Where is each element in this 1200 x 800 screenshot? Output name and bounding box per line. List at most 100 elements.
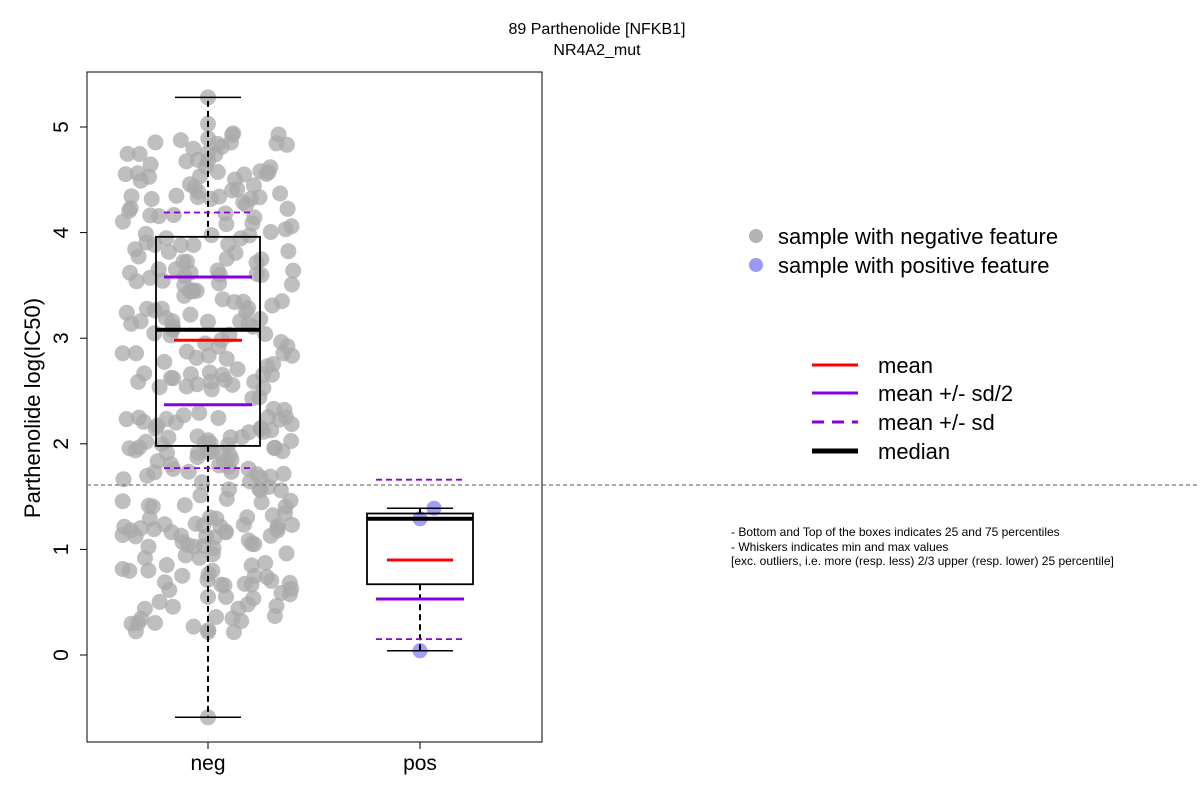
- footnote: - Whiskers indicates min and max values: [731, 540, 948, 554]
- data-point: [216, 577, 233, 594]
- data-point: [123, 615, 140, 632]
- data-point: [200, 347, 217, 364]
- data-point: [182, 366, 199, 383]
- data-point: [210, 410, 227, 426]
- data-point: [275, 345, 292, 362]
- notes: - Bottom and Top of the boxes indicates …: [731, 525, 1114, 568]
- data-point: [216, 371, 233, 388]
- data-point: [131, 146, 148, 162]
- data-point: [277, 498, 294, 515]
- data-point: [192, 487, 209, 504]
- data-point: [257, 555, 274, 571]
- data-point: [149, 453, 166, 470]
- legend-point-marker: [749, 258, 763, 272]
- data-point: [218, 250, 235, 267]
- legend-point-marker: [749, 229, 763, 243]
- data-point: [160, 243, 177, 260]
- iqr-box: [366, 512, 474, 586]
- data-point: [236, 575, 253, 592]
- legend-point-label: sample with negative feature: [778, 224, 1058, 249]
- data-point: [115, 471, 132, 488]
- data-point: [242, 190, 259, 207]
- data-point: [121, 202, 138, 219]
- pos-points: [412, 500, 442, 659]
- x-tick-label: pos: [403, 752, 437, 775]
- data-point: [132, 313, 149, 330]
- data-point: [176, 497, 193, 514]
- data-point: [130, 248, 147, 265]
- data-point: [211, 275, 228, 292]
- data-point: [121, 562, 138, 579]
- data-point: [123, 188, 140, 205]
- data-point: [245, 177, 262, 194]
- data-point: [199, 313, 216, 330]
- data-point: [118, 411, 135, 428]
- data-point: [191, 404, 208, 421]
- data-point: [146, 302, 163, 319]
- data-point: [142, 269, 159, 286]
- data-point: [214, 291, 231, 308]
- data-point: [211, 188, 228, 205]
- data-point: [142, 156, 159, 173]
- data-point: [282, 586, 298, 603]
- footnote: - Bottom and Top of the boxes indicates …: [731, 525, 1060, 539]
- data-point: [164, 598, 181, 615]
- data-point: [281, 574, 298, 591]
- footnote: [exc. outliers, i.e. more (resp. less) 2…: [731, 554, 1114, 568]
- legend-line-label: mean: [878, 353, 933, 378]
- data-point: [163, 369, 179, 386]
- legend-line-label: median: [878, 439, 950, 464]
- data-point: [260, 164, 277, 181]
- y-axis-title: Parthenolide log(IC50): [20, 298, 45, 518]
- data-point: [187, 515, 204, 532]
- data-point: [245, 590, 262, 607]
- data-point: [246, 209, 263, 226]
- data-point: [143, 191, 160, 207]
- data-point: [194, 474, 210, 491]
- data-point: [182, 306, 199, 323]
- y-tick-label: 3: [50, 332, 73, 344]
- data-point: [209, 163, 226, 180]
- data-point: [248, 254, 265, 271]
- data-point: [117, 166, 134, 183]
- data-point: [135, 413, 152, 430]
- data-point: [132, 520, 149, 537]
- legend-line-label: mean +/- sd: [878, 410, 995, 435]
- data-point: [264, 507, 281, 524]
- data-point: [220, 236, 237, 253]
- data-point: [262, 224, 279, 240]
- data-point: [185, 618, 202, 635]
- data-point: [283, 276, 300, 293]
- data-point: [269, 520, 286, 537]
- data-point: [218, 350, 235, 367]
- data-point: [257, 326, 274, 342]
- y-tick-label: 2: [50, 438, 73, 450]
- data-point: [137, 550, 153, 567]
- data-point: [178, 378, 195, 395]
- data-point: [224, 182, 241, 199]
- data-point: [204, 562, 221, 579]
- data-point: [114, 527, 131, 543]
- data-point: [235, 516, 252, 533]
- y-tick-label: 4: [50, 226, 73, 238]
- box-neg: [155, 96, 261, 719]
- data-point: [242, 473, 258, 490]
- data-point: [236, 166, 253, 183]
- data-point: [189, 449, 206, 466]
- data-point: [167, 414, 184, 431]
- data-point: [165, 207, 182, 223]
- data-point: [163, 524, 180, 541]
- data-point: [243, 557, 260, 574]
- data-point: [128, 345, 145, 362]
- data-point: [188, 349, 205, 366]
- data-point: [174, 567, 191, 584]
- legend-point-label: sample with positive feature: [778, 253, 1049, 278]
- chart-subtitle: NR4A2_mut: [553, 42, 641, 59]
- y-tick-label: 1: [50, 544, 73, 556]
- box-pos: [366, 478, 474, 652]
- data-point: [174, 534, 191, 551]
- data-point: [180, 463, 197, 480]
- data-point: [218, 588, 234, 605]
- data-point: [146, 236, 163, 253]
